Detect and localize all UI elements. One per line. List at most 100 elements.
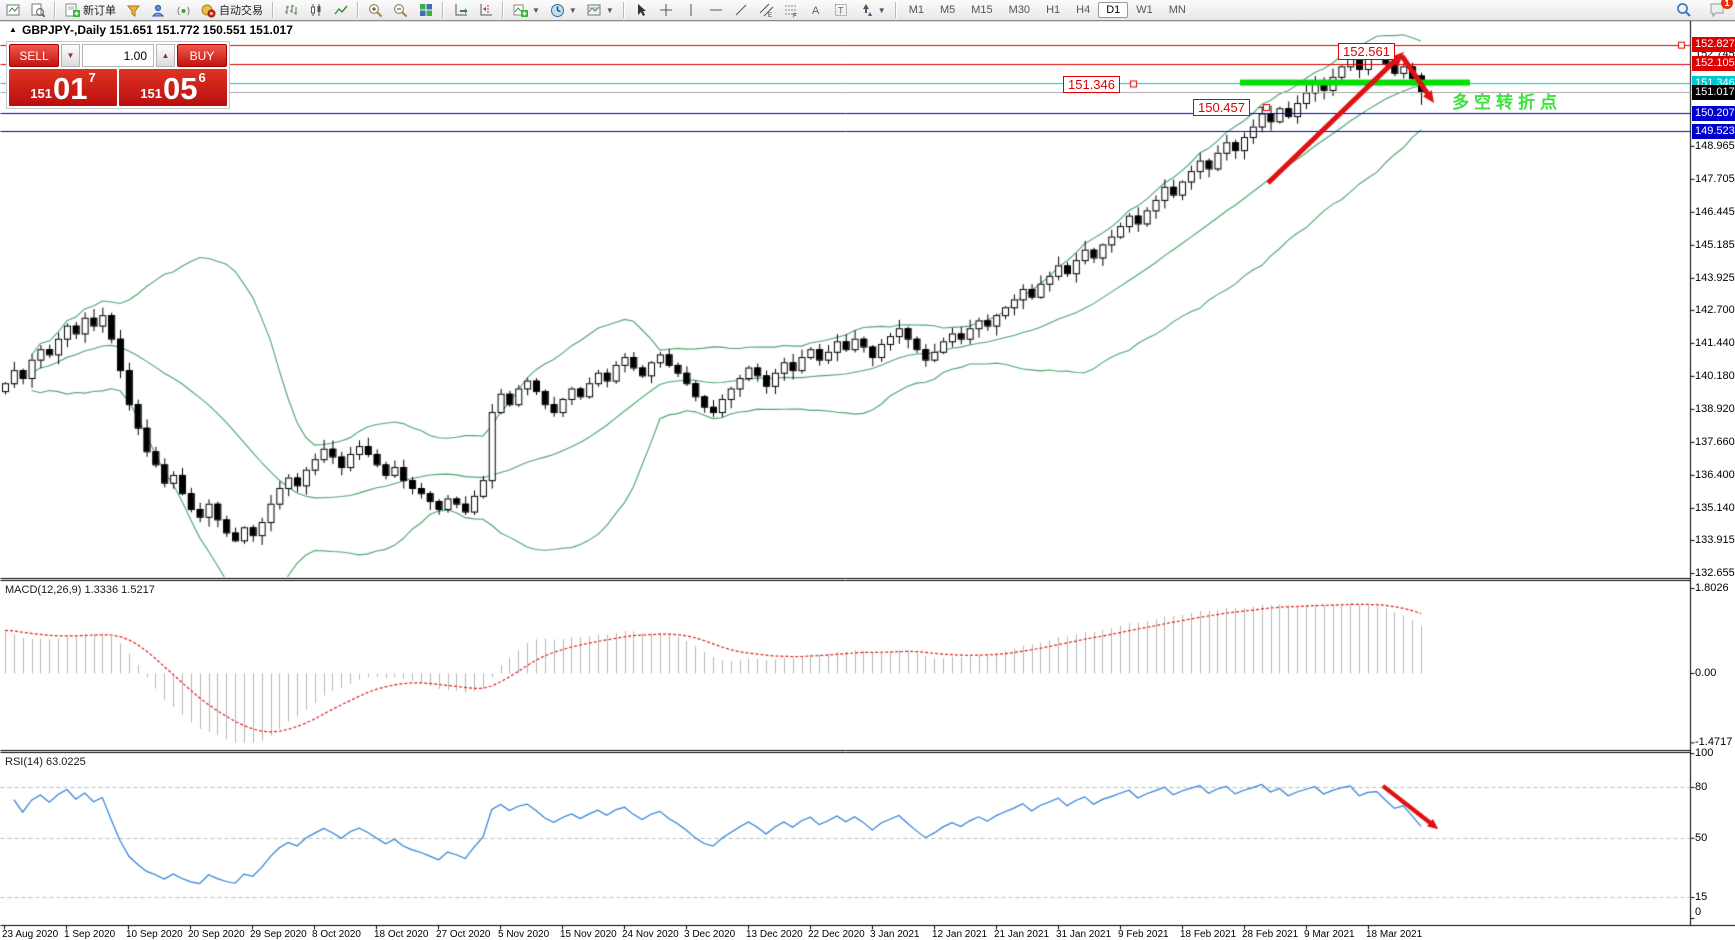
zoom-out-button[interactable] bbox=[388, 1, 413, 20]
templates-button[interactable]: ▼ bbox=[582, 1, 619, 20]
buy-price-tile[interactable]: 151 05 6 bbox=[119, 69, 227, 106]
timeframe-d1-button[interactable]: D1 bbox=[1098, 2, 1129, 18]
channel-icon: E bbox=[759, 3, 774, 18]
profiles-button[interactable] bbox=[25, 1, 50, 20]
timeframe-m5-button[interactable]: M5 bbox=[939, 4, 956, 16]
search-button[interactable] bbox=[1671, 1, 1696, 20]
notifications-button[interactable]: 1 bbox=[1704, 0, 1733, 20]
fibonacci-button[interactable]: F bbox=[779, 1, 804, 20]
text-label-icon: T bbox=[834, 3, 849, 18]
macd-tick-label: 1.8026 bbox=[1695, 582, 1729, 594]
timeframe-mn-button[interactable]: MN bbox=[1168, 4, 1186, 16]
date-label: 31 Jan 2021 bbox=[1056, 929, 1112, 940]
date-label: 5 Nov 2020 bbox=[498, 929, 550, 940]
indicators-button[interactable]: ▼ bbox=[508, 1, 545, 20]
date-label: 13 Dec 2020 bbox=[746, 929, 803, 940]
arrows-icon bbox=[859, 3, 874, 18]
profiles-icon bbox=[30, 3, 45, 18]
cursor-icon bbox=[634, 3, 649, 18]
trendline-button[interactable] bbox=[729, 1, 754, 20]
price-axis-tag: 152.105 bbox=[1692, 56, 1735, 72]
date-label: 15 Nov 2020 bbox=[560, 929, 617, 940]
price-axis-tag: 152.827 bbox=[1692, 37, 1735, 53]
sell-price-tile[interactable]: 151 01 7 bbox=[9, 69, 117, 106]
chart-shift-icon bbox=[478, 3, 493, 18]
timeframe-h4-button[interactable]: H4 bbox=[1076, 4, 1091, 16]
macd-tick-label: -1.4717 bbox=[1695, 736, 1733, 749]
price-tick-label: 148.965 bbox=[1695, 139, 1735, 152]
price-tick-label: 146.445 bbox=[1695, 205, 1735, 218]
rsi-tick-label: 0 bbox=[1695, 906, 1702, 918]
horizontal-line-button[interactable] bbox=[704, 1, 729, 20]
timeframe-h1-button[interactable]: H1 bbox=[1046, 4, 1061, 16]
auto-trading-button[interactable]: 自动交易 bbox=[196, 0, 268, 20]
chart-shift-button[interactable] bbox=[473, 1, 498, 20]
terminal-button[interactable] bbox=[146, 1, 171, 20]
macd-tick-label: 0.00 bbox=[1695, 667, 1717, 679]
new-order-button[interactable]: 新订单 bbox=[60, 0, 121, 20]
price-tick-label: 145.185 bbox=[1695, 238, 1735, 251]
price-axis-tag: 150.207 bbox=[1692, 105, 1735, 121]
svg-text:F: F bbox=[793, 13, 797, 18]
text-button[interactable]: A bbox=[804, 1, 829, 20]
rsi-tick-label: 50 bbox=[1695, 831, 1708, 844]
volume-input[interactable] bbox=[82, 44, 154, 67]
zoom-in-button[interactable] bbox=[363, 1, 388, 20]
rsi-tick-label: 100 bbox=[1695, 747, 1714, 760]
candlestick-chart-button[interactable] bbox=[303, 1, 328, 20]
text-label-button[interactable]: T bbox=[829, 1, 854, 20]
timeframe-m1-button[interactable]: M1 bbox=[908, 4, 924, 16]
buy-price-sup: 6 bbox=[198, 70, 206, 85]
sell-button[interactable]: SELL bbox=[9, 44, 59, 67]
signals-icon bbox=[176, 3, 191, 18]
crosshair-button[interactable] bbox=[654, 1, 679, 20]
one-click-trading-panel: SELL ▼ ▲ BUY 151 01 7 151 05 6 bbox=[6, 41, 230, 109]
tile-windows-button[interactable] bbox=[413, 1, 438, 20]
cursor-button[interactable] bbox=[629, 1, 654, 20]
date-label: 27 Oct 2020 bbox=[436, 929, 491, 940]
breakout-price-annotation: 150.457 bbox=[1193, 99, 1250, 116]
line-chart-icon bbox=[333, 3, 348, 18]
arrows-button[interactable]: ▼ bbox=[854, 1, 891, 20]
chevron-down-icon: ▼ bbox=[532, 5, 540, 15]
auto-scroll-icon bbox=[453, 3, 468, 18]
buy-button[interactable]: BUY bbox=[177, 44, 227, 67]
svg-text:T: T bbox=[838, 6, 844, 16]
timeframe-w1-button[interactable]: W1 bbox=[1136, 4, 1153, 16]
horizontal-line-icon bbox=[709, 3, 724, 18]
timeframe-m15-button[interactable]: M15 bbox=[971, 4, 993, 16]
signals-button[interactable] bbox=[171, 1, 196, 20]
sell-price-sup: 7 bbox=[88, 70, 96, 85]
price-tick-label: 140.180 bbox=[1695, 369, 1735, 382]
price-tick-label: 136.400 bbox=[1695, 468, 1735, 481]
auto-scroll-button[interactable] bbox=[448, 1, 473, 20]
price-tick-label: 142.700 bbox=[1695, 303, 1735, 316]
price-tick-label: 133.915 bbox=[1695, 534, 1735, 546]
bar-chart-button[interactable] bbox=[278, 1, 303, 20]
expert-advisors-button[interactable] bbox=[121, 1, 146, 20]
svg-text:E: E bbox=[768, 13, 772, 18]
date-label: 24 Nov 2020 bbox=[622, 929, 679, 940]
main-toolbar: 新订单 自动交易 ▼ ▼ ▼ E F A T ▼ M bbox=[0, 0, 1735, 21]
date-label: 1 Sep 2020 bbox=[64, 929, 116, 940]
timeframe-m30-button[interactable]: M30 bbox=[1008, 4, 1031, 16]
collapse-triangle-icon[interactable]: ▲ bbox=[9, 25, 17, 34]
line-chart-button[interactable] bbox=[328, 1, 353, 20]
vertical-line-button[interactable] bbox=[679, 1, 704, 20]
periods-icon bbox=[550, 3, 565, 18]
price-tick-label: 132.655 bbox=[1695, 567, 1735, 579]
volume-decrease-button[interactable]: ▼ bbox=[61, 44, 80, 67]
date-label: 3 Dec 2020 bbox=[684, 929, 736, 940]
auto-trading-label: 自动交易 bbox=[219, 5, 263, 17]
new-order-icon bbox=[65, 3, 80, 18]
channel-button[interactable]: E bbox=[754, 1, 779, 20]
date-label: 12 Jan 2021 bbox=[932, 929, 988, 940]
rsi-indicator-label: RSI(14) 63.0225 bbox=[5, 756, 86, 768]
price-tick-label: 137.660 bbox=[1695, 435, 1735, 448]
volume-increase-button[interactable]: ▲ bbox=[156, 44, 175, 67]
periods-button[interactable]: ▼ bbox=[545, 1, 582, 20]
expert-advisors-icon bbox=[126, 3, 141, 18]
charts-window-button[interactable] bbox=[0, 1, 25, 20]
